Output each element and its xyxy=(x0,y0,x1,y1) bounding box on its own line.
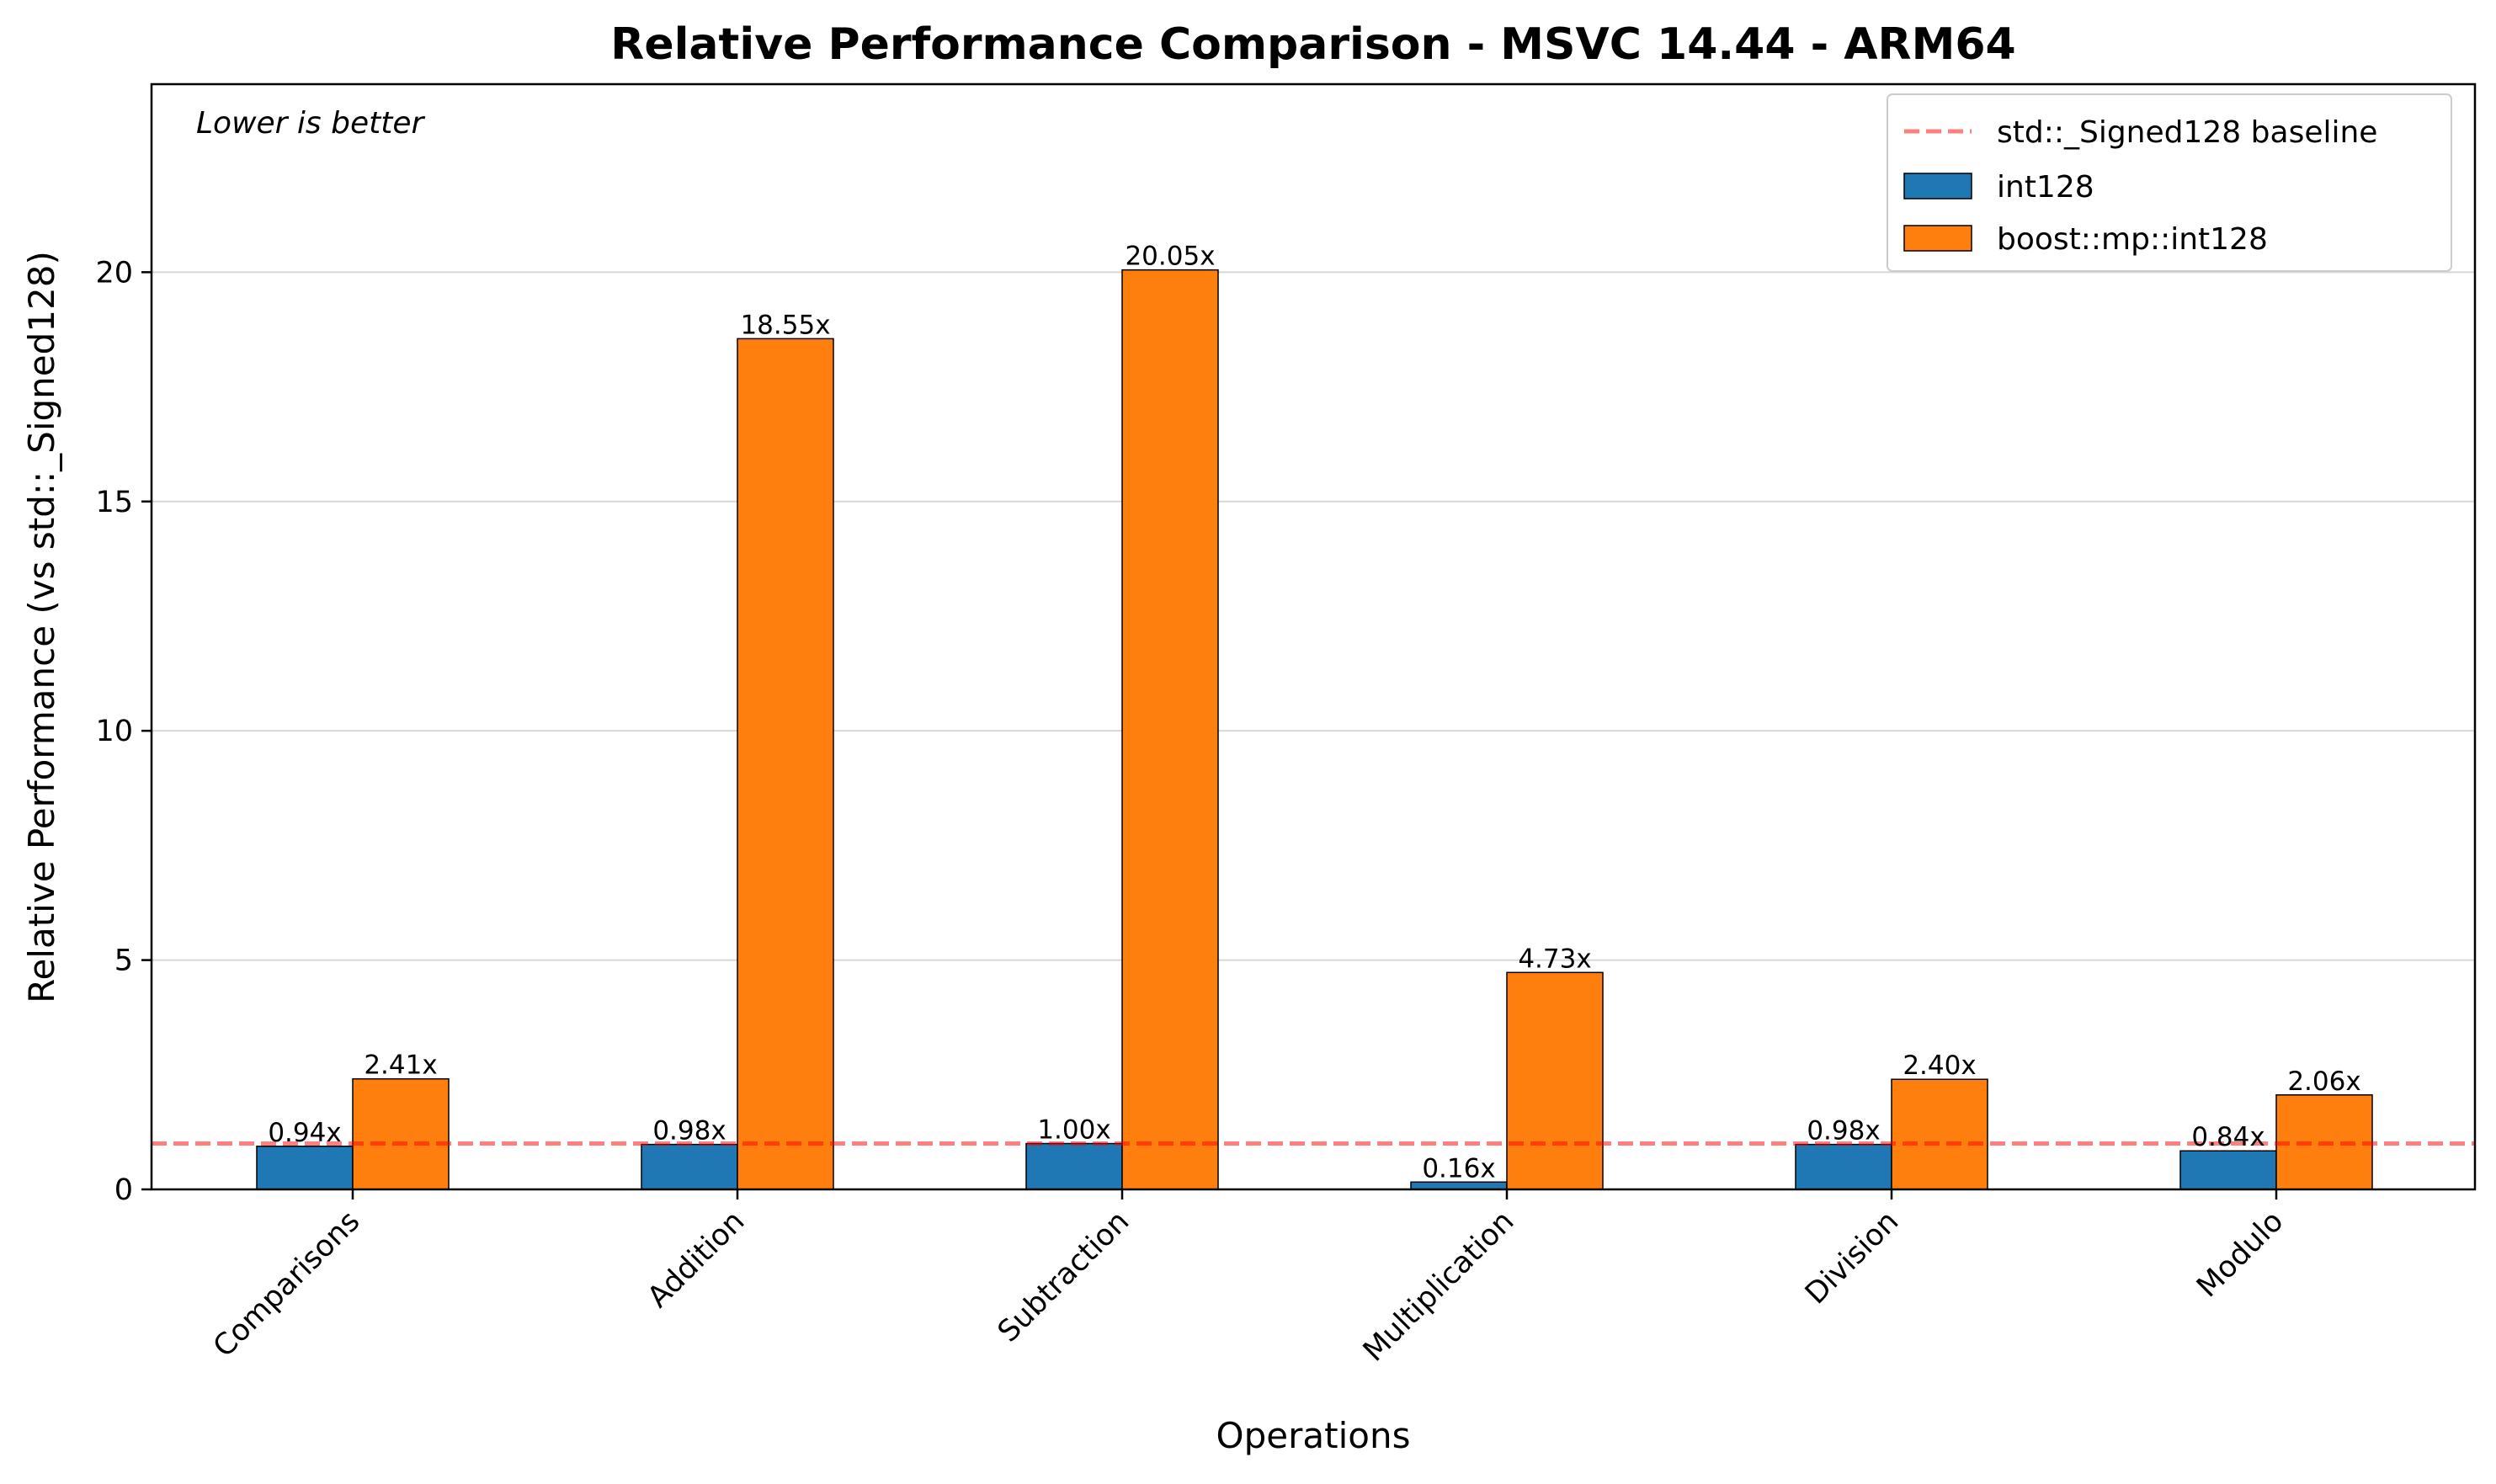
bar-boost-mp-int128-subtraction xyxy=(1121,269,1219,1190)
bar-boost-mp-int128-multiplication xyxy=(1506,971,1604,1190)
bar-value-label: 18.55x xyxy=(740,310,830,340)
bar-value-label: 0.98x xyxy=(1807,1116,1880,1146)
legend-swatch-int128 xyxy=(1903,173,1972,199)
x-tick-label: Addition xyxy=(641,1205,751,1314)
bar-value-label: 2.41x xyxy=(364,1051,437,1081)
y-tick-label: 15 xyxy=(95,486,133,519)
bar-boost-mp-int128-comparisons xyxy=(352,1077,450,1190)
legend-label-int128: int128 xyxy=(1997,170,2094,205)
bar-boost-mp-int128-division xyxy=(1891,1078,1988,1190)
bar-value-label: 20.05x xyxy=(1125,242,1215,272)
x-axis-label: Operations xyxy=(1216,1415,1411,1456)
bar-value-label: 4.73x xyxy=(1518,944,1591,974)
bar-value-label: 0.84x xyxy=(2191,1122,2264,1152)
x-tick-label: Subtraction xyxy=(992,1205,1136,1348)
bar-value-label: 1.00x xyxy=(1037,1115,1110,1146)
legend-label-baseline: std::_Signed128 baseline xyxy=(1997,115,2377,150)
value-labels: 0.94x 0.98x 1.00x 0.16x 0.98x 0.84x 2.41x 18.55… xyxy=(268,242,2360,1184)
bar-int128-subtraction xyxy=(1025,1142,1123,1190)
x-tick-label: Comparisons xyxy=(207,1205,366,1364)
bar-int128-comparisons xyxy=(256,1146,354,1190)
y-tick-label: 10 xyxy=(95,715,133,748)
legend: std::_Signed128 baselineint128boost::mp:… xyxy=(1887,93,2452,272)
x-tick-label: Division xyxy=(1799,1205,1905,1311)
bar-boost-mp-int128-addition xyxy=(737,338,834,1190)
bar-value-label: 0.16x xyxy=(1422,1153,1495,1183)
y-axis-label: Relative Performance (vs std::_Signed128… xyxy=(21,251,62,1003)
legend-label-boost-mp-int128: boost::mp::int128 xyxy=(1997,222,2268,257)
gridlines xyxy=(152,271,2475,961)
bar-value-label: 2.06x xyxy=(2287,1066,2360,1097)
legend-box xyxy=(1887,93,2452,272)
bar-value-label: 2.40x xyxy=(1903,1051,1976,1081)
bar-value-label: 0.98x xyxy=(652,1116,726,1146)
y-tick-label: 5 xyxy=(114,944,133,978)
bar-int128-division xyxy=(1795,1143,1892,1190)
x-axis: Comparisons Addition Subtraction Multiplica… xyxy=(207,1189,2290,1369)
chart-title: Relative Performance Comparison - MSVC 1… xyxy=(610,19,2015,70)
bar-int128-modulo xyxy=(2179,1150,2277,1190)
y-tick-label: 20 xyxy=(95,256,133,290)
y-tick-label: 0 xyxy=(114,1173,133,1207)
x-tick-label: Modulo xyxy=(2190,1205,2290,1304)
bar-value-label: 0.94x xyxy=(268,1118,341,1148)
legend-swatch-boost-mp-int128 xyxy=(1903,225,1972,252)
bars xyxy=(256,269,2373,1190)
y-axis: 0 5 10 15 20 xyxy=(95,256,152,1207)
bar-int128-addition xyxy=(641,1143,738,1190)
lower-is-better-note: Lower is better xyxy=(196,106,425,141)
plot-area-frame xyxy=(150,82,2477,1191)
x-tick-label: Multiplication xyxy=(1357,1205,1520,1368)
